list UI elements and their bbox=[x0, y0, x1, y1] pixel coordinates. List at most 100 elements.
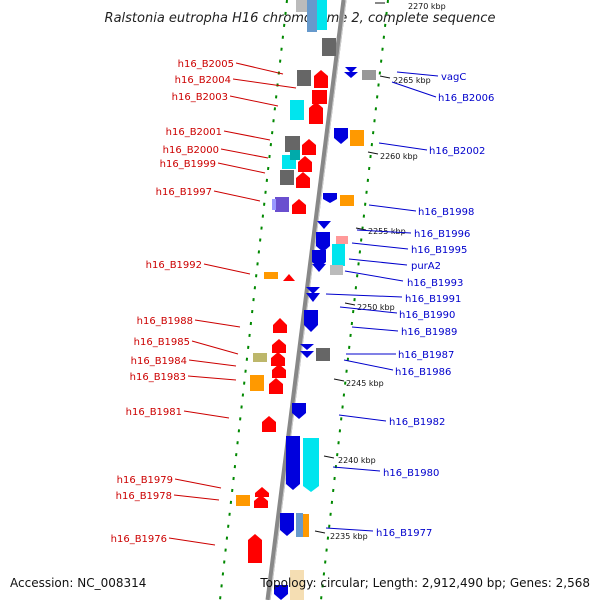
gene-h16_B1999b bbox=[280, 170, 294, 185]
label-purA2[interactable]: purA2 bbox=[411, 261, 441, 272]
gene-h16_B1996 bbox=[317, 221, 331, 229]
gene-h16_B1976 bbox=[248, 534, 262, 563]
label-h16_B1995[interactable]: h16_B1995 bbox=[411, 245, 467, 256]
tick-label: 2245 kbp bbox=[346, 379, 384, 388]
gene-h16_B2003 bbox=[290, 100, 304, 120]
chromosome-backbone-highlight bbox=[269, 0, 347, 600]
tick-2265: 2265 kbp bbox=[379, 75, 431, 85]
label-h16_B1999[interactable]: h16_B1999 bbox=[160, 159, 216, 170]
tick-label: 2265 kbp bbox=[393, 76, 431, 85]
label-h16_B1990[interactable]: h16_B1990 bbox=[399, 310, 455, 321]
gene-h16_B2000b bbox=[290, 150, 300, 160]
tick-label: 2250 kbp bbox=[357, 303, 395, 312]
label-h16_B1993[interactable]: h16_B1993 bbox=[407, 278, 463, 289]
chromosome-backbone bbox=[265, 0, 347, 600]
tick-2270: 2270 kbp bbox=[375, 2, 446, 11]
gene-vagC bbox=[345, 67, 357, 73]
outer-right-dotted-track bbox=[320, 0, 389, 600]
gene-h16_B2005 bbox=[297, 70, 311, 86]
outer-left-dotted-track bbox=[219, 0, 288, 600]
gene-h16_B1977 bbox=[280, 513, 294, 536]
label-h16_B1984[interactable]: h16_B1984 bbox=[131, 356, 187, 367]
gene-h16_B1991b bbox=[306, 293, 320, 302]
label-h16_B1987[interactable]: h16_B1987 bbox=[398, 350, 454, 361]
gene-h16_B1983 bbox=[250, 375, 264, 391]
gene-h16_B2001b bbox=[302, 139, 316, 155]
label-h16_B1986[interactable]: h16_B1986 bbox=[395, 367, 451, 378]
label-h16_B1976[interactable]: h16_B1976 bbox=[111, 534, 167, 545]
label-h16_B1992[interactable]: h16_B1992 bbox=[146, 260, 202, 271]
gene-h16_B1984 bbox=[253, 353, 267, 362]
gene-h16_B1987b bbox=[316, 348, 330, 361]
gene-h16_B1992 bbox=[264, 272, 278, 279]
label-h16_B1998[interactable]: h16_B1998 bbox=[418, 207, 474, 218]
gene-h16_B1980b bbox=[303, 438, 319, 492]
tick-2235: 2235 kbp bbox=[314, 530, 368, 541]
gene-h16_B1992b bbox=[283, 274, 295, 281]
gene-h16_B1982 bbox=[292, 403, 306, 419]
gene-bottom bbox=[274, 585, 288, 600]
gene-h16_B1981 bbox=[262, 416, 276, 432]
label-h16_B1982[interactable]: h16_B1982 bbox=[389, 417, 445, 428]
gene-h16_B1979 bbox=[255, 487, 269, 497]
left-labels: h16_B2005 h16_B2004 h16_B2003 h16_B2001 … bbox=[111, 59, 297, 546]
gene-h16_B1980 bbox=[286, 436, 300, 490]
label-h16_B2006[interactable]: h16_B2006 bbox=[438, 93, 494, 104]
label-h16_B1981[interactable]: h16_B1981 bbox=[126, 407, 182, 418]
gene-h16_B1998b bbox=[340, 195, 354, 206]
gene-h16_B2006 bbox=[362, 70, 376, 80]
genes-plus-strand bbox=[236, 0, 336, 600]
label-h16_B2003[interactable]: h16_B2003 bbox=[172, 92, 228, 103]
tick-label: 2270 kbp bbox=[408, 2, 446, 11]
tick-label: 2240 kbp bbox=[338, 456, 376, 465]
gene-steel bbox=[307, 0, 317, 32]
gene-h16_B1993c bbox=[312, 264, 326, 272]
gene-h16_B2002b bbox=[350, 130, 364, 146]
label-h16_B1997[interactable]: h16_B1997 bbox=[156, 187, 212, 198]
gene-h16_B2004b bbox=[312, 90, 327, 104]
gene-gray bbox=[322, 38, 336, 56]
label-h16_B1988[interactable]: h16_B1988 bbox=[137, 316, 193, 327]
tick-2240: 2240 kbp bbox=[323, 455, 376, 465]
tick-label: 2260 kbp bbox=[380, 152, 418, 161]
label-h16_B2005[interactable]: h16_B2005 bbox=[178, 59, 234, 70]
right-labels: vagC h16_B2006 h16_B2002 h16_B1998 h16_B… bbox=[325, 71, 494, 539]
gene-h16_B1995 bbox=[316, 232, 330, 252]
gene-h16_B1989 bbox=[304, 310, 318, 332]
gene-h16_B1999c bbox=[296, 172, 310, 188]
gene-h16_B1977c bbox=[303, 514, 309, 537]
accession-text: Accession: NC_008314 bbox=[10, 576, 146, 590]
label-h16_B1979[interactable]: h16_B1979 bbox=[117, 475, 173, 486]
gene-h16_B2004 bbox=[314, 70, 328, 88]
gene-h16_B1998 bbox=[323, 193, 337, 203]
label-h16_B1985[interactable]: h16_B1985 bbox=[134, 337, 190, 348]
gene-h16_B1999 bbox=[298, 156, 312, 172]
label-h16_B1996[interactable]: h16_B1996 bbox=[414, 229, 470, 240]
label-h16_B2002[interactable]: h16_B2002 bbox=[429, 146, 485, 157]
label-h16_B1977[interactable]: h16_B1977 bbox=[376, 528, 432, 539]
label-h16_B1991[interactable]: h16_B1991 bbox=[405, 294, 461, 305]
gene-h16_B1993b bbox=[330, 265, 343, 275]
tick-2250: 2250 kbp bbox=[344, 302, 395, 312]
label-vagC[interactable]: vagC bbox=[441, 72, 466, 83]
tick-label: 2235 kbp bbox=[330, 532, 368, 541]
label-h16_B2001[interactable]: h16_B2001 bbox=[166, 127, 222, 138]
label-h16_B1983[interactable]: h16_B1983 bbox=[130, 372, 186, 383]
gene-purA2 bbox=[332, 244, 345, 266]
gene-h16_B1985 bbox=[272, 339, 286, 353]
label-h16_B1980[interactable]: h16_B1980 bbox=[383, 468, 439, 479]
gene-h16_B1993 bbox=[312, 250, 326, 268]
label-h16_B2004[interactable]: h16_B2004 bbox=[175, 75, 231, 86]
gene-h16_B1997-small bbox=[272, 199, 276, 210]
label-h16_B1989[interactable]: h16_B1989 bbox=[401, 327, 457, 338]
genes-minus-strand bbox=[274, 0, 376, 600]
gene-h16_B1997 bbox=[275, 197, 289, 212]
tick-2245: 2245 kbp bbox=[333, 378, 384, 388]
gene-wheat bbox=[290, 570, 304, 600]
label-h16_B2000[interactable]: h16_B2000 bbox=[163, 145, 219, 156]
gene-h16_B1995b bbox=[336, 236, 348, 244]
label-h16_B1978[interactable]: h16_B1978 bbox=[116, 491, 172, 502]
gene-h16_B1987 bbox=[300, 344, 314, 350]
gene-h16_B1988 bbox=[273, 318, 287, 333]
